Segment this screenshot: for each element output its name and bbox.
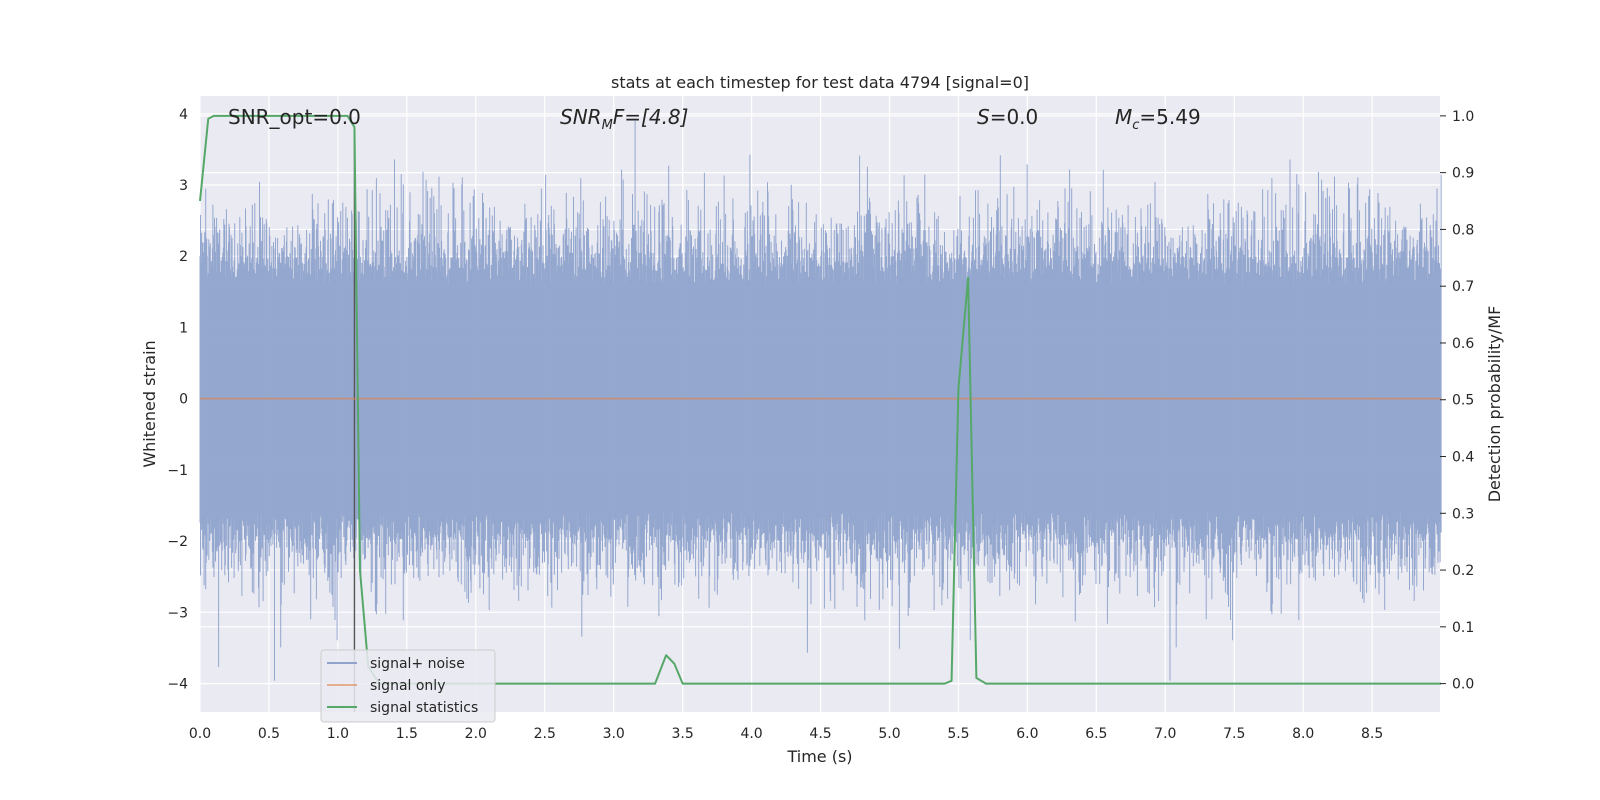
- y-tick-label: −4: [167, 677, 188, 693]
- y2-tick-label: 0.3: [1452, 506, 1474, 522]
- series-signal-plus-noise: [199, 120, 1442, 681]
- annotation-s: S=0.0: [977, 105, 1038, 129]
- y-tick-label: 0: [179, 392, 188, 408]
- y2-axis-label: Detection probability/MF: [1485, 306, 1504, 503]
- series-signal-statistics: [199, 114, 1442, 685]
- annotation-s-rest: =0.0: [990, 105, 1039, 129]
- y2-tick-label: 0.6: [1452, 336, 1474, 352]
- y-tick-label: 4: [179, 107, 188, 123]
- x-tick-label: 2.5: [534, 726, 556, 742]
- x-tick-label: 7.5: [1223, 726, 1245, 742]
- y-tick-label: 2: [179, 249, 188, 265]
- annotation-snr-mf-main: SNR: [560, 105, 602, 129]
- y-tick-label: −3: [167, 605, 188, 621]
- chart-title: stats at each timestep for test data 479…: [611, 73, 1029, 92]
- annotation-snr-mf: SNRMF=[4.8]: [560, 105, 688, 133]
- x-tick-label: 5.5: [947, 726, 969, 742]
- series-layer: [199, 114, 1442, 712]
- y-axis-label: Whitened strain: [140, 340, 159, 467]
- y2-tick-label: 0.7: [1452, 279, 1474, 295]
- x-tick-label: 0.0: [189, 726, 211, 742]
- x-tick-label: 3.0: [603, 726, 625, 742]
- annotation-mc-rest: =5.49: [1139, 105, 1200, 129]
- x-axis-label: Time (s): [786, 747, 852, 766]
- y2-tick-label: 0.9: [1452, 166, 1474, 182]
- legend-box: [320, 649, 496, 723]
- x-tick-label: 4.5: [809, 726, 831, 742]
- y-tick-label: 1: [179, 320, 188, 336]
- annotation-mc-main: M: [1115, 105, 1132, 129]
- y-tick-label: 3: [179, 178, 188, 194]
- x-tick-label: 3.5: [672, 726, 694, 742]
- y2-tick-label: 0.8: [1452, 222, 1474, 238]
- y2-tick-label: 0.0: [1452, 677, 1474, 693]
- x-tick-label: 2.0: [465, 726, 487, 742]
- y2-tick-label: 0.1: [1452, 620, 1474, 636]
- noise-trace: [199, 120, 1442, 681]
- x-tick-label: 1.5: [396, 726, 418, 742]
- y2-tick-label: 0.2: [1452, 563, 1474, 579]
- y-tick-label: −1: [167, 463, 188, 479]
- annotation-snr-opt: SNR_opt=0.0: [228, 105, 361, 129]
- x-tick-label: 6.5: [1085, 726, 1107, 742]
- x-tick-label: 6.0: [1016, 726, 1038, 742]
- legend-label-signal-plus-noise: signal+ noise: [370, 656, 465, 672]
- annotation-s-main: S: [977, 105, 990, 129]
- legend-label-signal-only: signal only: [370, 678, 445, 694]
- y2-tick-label: 1.0: [1452, 109, 1474, 125]
- annotation-snr-mf-sub: M: [602, 118, 613, 133]
- legend-label-signal-statistics: signal statistics: [370, 700, 478, 716]
- annotation-mc: Mc=5.49: [1115, 105, 1201, 133]
- annotation-mc-sub: c: [1132, 118, 1139, 133]
- x-tick-label: 8.0: [1292, 726, 1314, 742]
- x-tick-label: 5.0: [878, 726, 900, 742]
- x-tick-label: 0.5: [258, 726, 280, 742]
- x-tick-label: 1.0: [327, 726, 349, 742]
- x-tick-label: 8.5: [1361, 726, 1383, 742]
- x-tick-label: 4.0: [740, 726, 762, 742]
- y2-tick-label: 0.4: [1452, 450, 1474, 466]
- y-tick-label: −2: [167, 534, 188, 550]
- x-tick-label: 7.0: [1154, 726, 1176, 742]
- legend: signal+ noise signal only signal statist…: [320, 649, 496, 723]
- ticks: 0.0 0.5 1.0 1.5 2.0 2.5 3.0 3.5 4.0 4.5 5.0 5.5 6.0 6…: [167, 107, 1474, 742]
- annotation-snr-mf-rest: F=[4.8]: [613, 105, 689, 129]
- y2-tick-label: 0.5: [1452, 393, 1474, 409]
